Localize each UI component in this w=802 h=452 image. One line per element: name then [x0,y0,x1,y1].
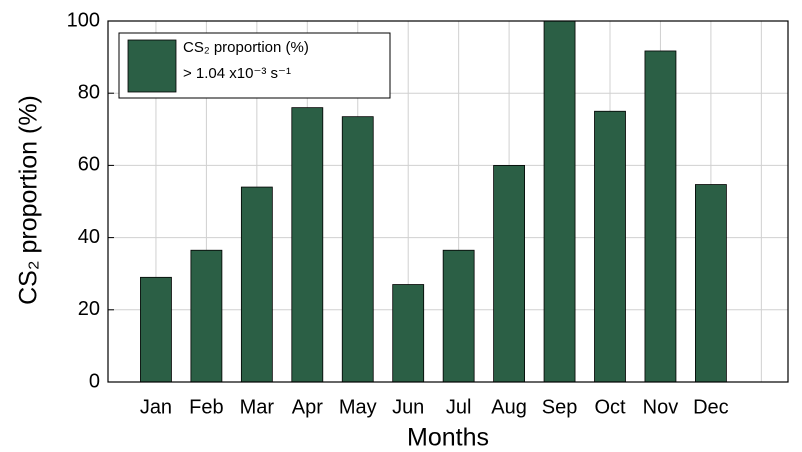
bar [644,50,677,383]
y-tick-label: 40 [78,226,100,248]
legend-swatch [127,39,177,93]
x-tick-label: Jun [392,396,424,418]
bar [341,116,374,383]
y-tick-label: 20 [78,298,100,320]
y-axis-label: CS₂ proportion (%) [15,95,43,305]
bar [442,249,475,383]
bar [543,20,576,383]
bar [493,164,526,383]
bar [695,184,727,383]
bar [140,276,172,383]
x-tick-label: Sep [542,396,578,418]
bar [392,284,425,383]
x-tick-label: Dec [693,396,729,418]
x-tick-label: Aug [491,396,527,418]
plot-frame [107,20,789,383]
x-tick-label: Nov [643,396,679,418]
x-tick-label: Jul [446,396,472,418]
y-tick-label: 60 [78,154,100,176]
y-tick-label: 80 [78,81,100,103]
y-tick-label: 100 [67,9,100,31]
x-tick-label: Feb [189,396,223,418]
bar [190,249,223,383]
bar [240,186,273,383]
legend-label-container: CS₂ proportion (%) > 1.04 x10⁻³ s⁻¹ [183,39,309,82]
x-axis-label: Months [407,424,489,452]
x-tick-label: Jan [140,396,172,418]
x-tick-label: Oct [594,396,626,418]
x-tick-label: Apr [292,396,323,418]
legend-label: CS₂ proportion (%) > 1.04 x10⁻³ s⁻¹ [183,39,309,82]
y-tick-label: 0 [89,370,100,392]
bar [291,107,324,383]
x-tick-label: Mar [240,396,275,418]
x-tick-label: May [339,396,377,418]
bar [594,110,626,383]
